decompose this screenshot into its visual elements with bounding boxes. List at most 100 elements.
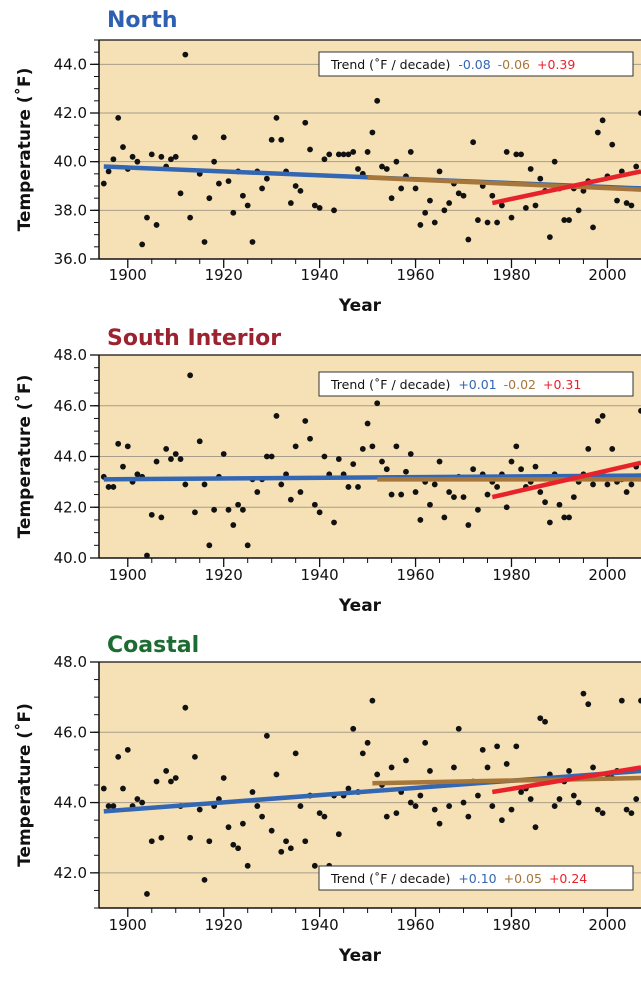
data-point — [359, 750, 366, 757]
data-point — [206, 542, 213, 549]
trend-line-since-1950 — [372, 775, 641, 786]
data-point — [292, 750, 299, 757]
data-point — [110, 156, 117, 163]
legend-trend-value: +0.39 — [537, 57, 575, 72]
data-point — [297, 803, 304, 809]
data-point — [388, 764, 395, 771]
data-point — [158, 834, 165, 841]
data-point — [551, 158, 558, 165]
data-point — [489, 192, 496, 199]
data-point — [513, 151, 520, 158]
data-point — [259, 185, 265, 192]
data-point — [220, 451, 227, 457]
data-point — [609, 445, 616, 452]
data-point — [254, 803, 261, 809]
chart-title: North — [107, 8, 178, 33]
data-point — [172, 153, 179, 160]
y-axis-label: Temperature (˚F) — [13, 68, 35, 232]
data-point — [201, 876, 208, 883]
x-tick-label: 1920 — [205, 916, 243, 934]
data-point — [441, 207, 448, 214]
data-point — [297, 489, 304, 495]
legend-label: Trend (˚F / decade) — [330, 57, 450, 72]
data-point — [465, 236, 472, 243]
data-point — [494, 219, 501, 226]
data-point — [618, 697, 625, 704]
data-point — [393, 810, 400, 817]
data-point — [436, 820, 443, 827]
data-point — [139, 241, 146, 248]
legend-trend-value: -0.02 — [504, 377, 536, 392]
data-point — [494, 743, 501, 750]
data-point — [192, 134, 198, 141]
data-point — [594, 418, 601, 424]
data-point — [623, 489, 630, 495]
data-point — [105, 803, 112, 809]
data-point — [455, 190, 462, 197]
data-point — [455, 725, 462, 732]
data-point — [403, 757, 409, 764]
data-point — [513, 743, 520, 750]
data-point — [503, 149, 510, 155]
y-tick-label: 42.0 — [54, 104, 87, 122]
data-point — [590, 224, 596, 231]
data-point — [182, 704, 189, 711]
x-tick-label: 1960 — [396, 916, 434, 934]
data-point — [158, 153, 165, 160]
x-tick-label: 1980 — [492, 566, 530, 584]
data-point — [196, 806, 203, 813]
data-point — [441, 514, 448, 521]
data-point — [398, 491, 405, 498]
data-point — [148, 511, 155, 518]
data-point — [316, 509, 323, 516]
chart-panel-1: 36.0 38.0 40.0 42.0 44.0 1900 1920 1940 1960 1980… — [13, 8, 641, 316]
data-point — [230, 522, 237, 528]
data-point — [546, 234, 553, 241]
data-point — [585, 445, 592, 452]
data-point — [393, 158, 400, 165]
data-point — [278, 136, 285, 143]
y-tick-label: 44.0 — [54, 448, 87, 466]
data-point — [460, 494, 467, 500]
y-tick-label: 40.0 — [54, 549, 87, 567]
data-point — [115, 753, 122, 760]
data-point — [532, 202, 539, 209]
legend-box — [318, 371, 634, 397]
data-point — [144, 214, 150, 221]
data-point — [527, 166, 534, 172]
data-point — [551, 803, 558, 809]
data-point — [546, 519, 553, 526]
data-point — [134, 158, 141, 165]
data-point — [489, 803, 496, 809]
data-point — [374, 97, 381, 104]
data-point — [144, 891, 150, 897]
data-point — [172, 775, 179, 781]
data-point — [532, 824, 539, 831]
y-axis-label: Temperature (˚F) — [13, 703, 35, 867]
data-point — [105, 484, 112, 490]
data-point — [374, 400, 381, 407]
data-point — [321, 813, 328, 820]
data-point — [585, 701, 592, 708]
data-point — [499, 202, 505, 209]
data-point — [124, 746, 131, 753]
data-point — [139, 799, 146, 806]
data-point — [148, 151, 155, 158]
data-point — [120, 785, 126, 792]
data-point — [566, 768, 572, 774]
y-tick-label: 40.0 — [54, 153, 87, 171]
data-point — [239, 820, 246, 827]
data-point — [412, 489, 419, 495]
data-point — [427, 197, 433, 204]
data-point — [575, 207, 582, 214]
data-point — [537, 489, 544, 495]
data-point — [364, 739, 371, 746]
chart-panel-2: 40.0 42.0 44.0 46.0 48.0 1900 1920 1940 1960 1980… — [13, 326, 641, 616]
data-point — [235, 501, 241, 508]
data-point — [527, 796, 534, 802]
data-point — [614, 197, 620, 204]
y-axis-label: Temperature (˚F) — [13, 375, 35, 539]
data-point — [470, 139, 477, 146]
legend-text: Trend (˚F / decade) +0.10 +0.05 +0.24 — [330, 871, 587, 886]
data-point — [345, 484, 352, 490]
